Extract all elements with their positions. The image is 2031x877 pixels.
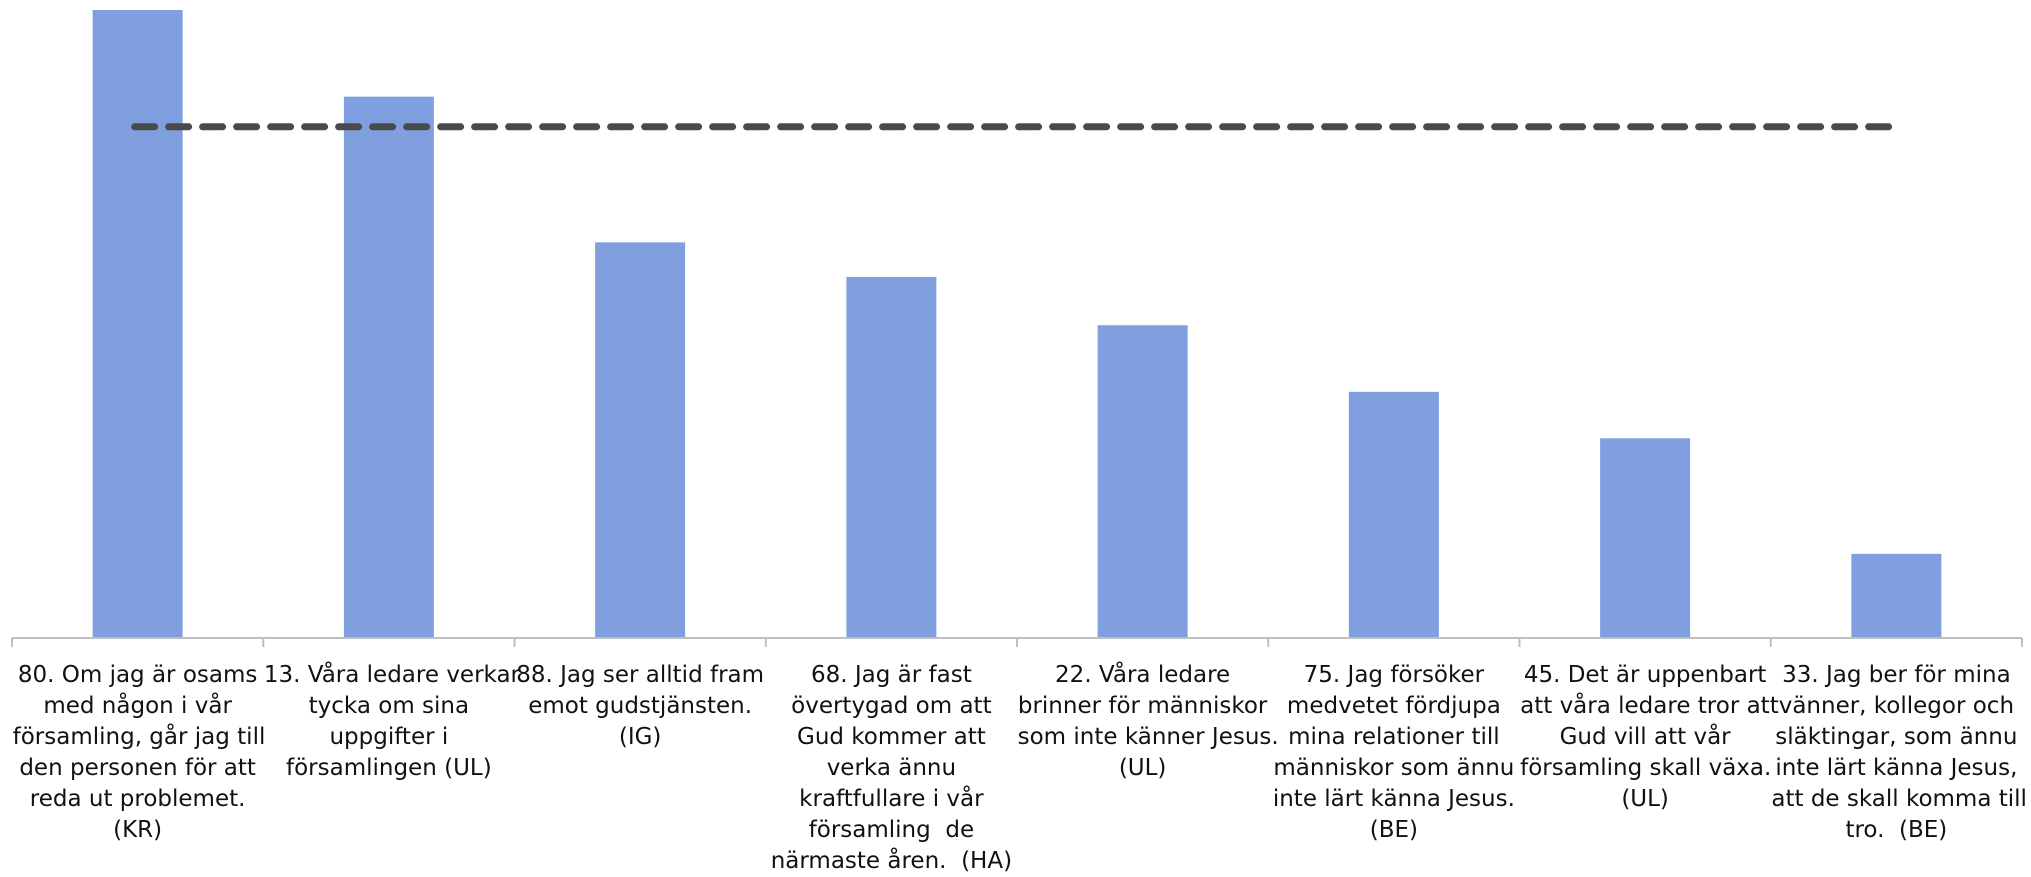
category-label-line: 45. Det är uppenbart xyxy=(1523,662,1767,688)
category-label-line: människor som ännu xyxy=(1273,755,1515,781)
category-label-3: 88. Jag ser alltid fram emot gudstjänsten… xyxy=(515,660,765,753)
category-label-line: 68. Jag är fast xyxy=(811,662,972,688)
category-label-line: församling de xyxy=(808,817,975,843)
category-label-line: emot gudstjänsten. xyxy=(528,693,753,719)
category-label-line: vänner, kollegor och xyxy=(1778,693,2015,719)
bar-4 xyxy=(846,276,937,638)
category-label-line: (UL) xyxy=(1118,755,1167,781)
category-label-line: 22. Våra ledare xyxy=(1055,662,1231,688)
category-label-line: 88. Jag ser alltid fram xyxy=(516,662,765,688)
category-label-line: närmaste åren. (HA) xyxy=(770,848,1013,874)
category-label-6: 75. Jag försöker medvetet fördjupa mina re… xyxy=(1269,660,1519,846)
bar-1 xyxy=(92,10,183,638)
bar-6 xyxy=(1348,391,1439,638)
bar-5 xyxy=(1097,325,1188,638)
category-label-line: brinner för människor xyxy=(1017,693,1268,719)
category-label-line: mina relationer till xyxy=(1288,724,1500,750)
bars xyxy=(92,10,1942,639)
category-label-line: kraftfullare i vår xyxy=(799,786,984,812)
category-label-line: inte lärt känna Jesus, xyxy=(1775,755,2018,781)
category-label-4: 68. Jag är fast övertygad om att Gud komme… xyxy=(766,660,1016,877)
category-label-line: församling, går jag till xyxy=(12,724,266,750)
x-axis-ticks xyxy=(11,638,2023,647)
category-label-line: med någon i vår xyxy=(43,693,232,719)
category-label-line: församlingen (UL) xyxy=(286,755,492,781)
category-label-line: medvetet fördjupa xyxy=(1286,693,1501,719)
bar-7 xyxy=(1600,438,1691,638)
bar-2 xyxy=(343,96,434,638)
category-label-8: 33. Jag ber för mina vänner, kollegor och… xyxy=(1771,660,2027,846)
category-label-line: att de skall komma till xyxy=(1771,786,2027,812)
category-label-1: 80. Om jag är osams med någon i vår försam… xyxy=(12,660,266,846)
bar-8 xyxy=(1851,553,1942,638)
category-label-line: tycka om sina xyxy=(308,693,470,719)
category-label-line: uppgifter i xyxy=(329,724,449,750)
category-label-7: 45. Det är uppenbart att våra ledare tror… xyxy=(1520,660,1779,815)
category-label-line: som inte känner Jesus. xyxy=(1017,724,1279,750)
category-label-line: 13. Våra ledare verkar xyxy=(263,662,520,688)
category-label-line: Gud kommer att xyxy=(797,724,986,750)
category-label-line: (UL) xyxy=(1621,786,1669,812)
category-label-line: (BE) xyxy=(1369,817,1418,843)
category-label-line: 80. Om jag är osams xyxy=(17,662,258,688)
category-label-5: 22. Våra ledare brinner för människor som … xyxy=(1017,660,1279,784)
category-label-line: Gud vill att vår xyxy=(1559,724,1731,750)
category-label-line: församling skall växa. xyxy=(1520,755,1772,781)
category-label-line: (IG) xyxy=(618,724,662,750)
category-label-line: att våra ledare tror att xyxy=(1520,693,1779,719)
category-label-line: reda ut problemet. xyxy=(29,786,246,812)
category-label-line: inte lärt känna Jesus. xyxy=(1272,786,1515,812)
category-label-line: släktingar, som ännu xyxy=(1775,724,2018,750)
category-label-line: 33. Jag ber för mina xyxy=(1782,662,2011,688)
category-label-line: 75. Jag försöker xyxy=(1303,662,1485,688)
category-label-line: övertygad om att xyxy=(791,693,992,719)
category-label-line: den personen för att xyxy=(19,755,256,781)
bar-3 xyxy=(595,242,686,639)
category-label-line: tro. (BE) xyxy=(1845,817,1948,843)
category-label-2: 13. Våra ledare verkar tycka om sina uppgi… xyxy=(263,660,520,784)
category-label-line: (KR) xyxy=(113,817,163,843)
category-label-line: verka ännu xyxy=(826,755,957,781)
